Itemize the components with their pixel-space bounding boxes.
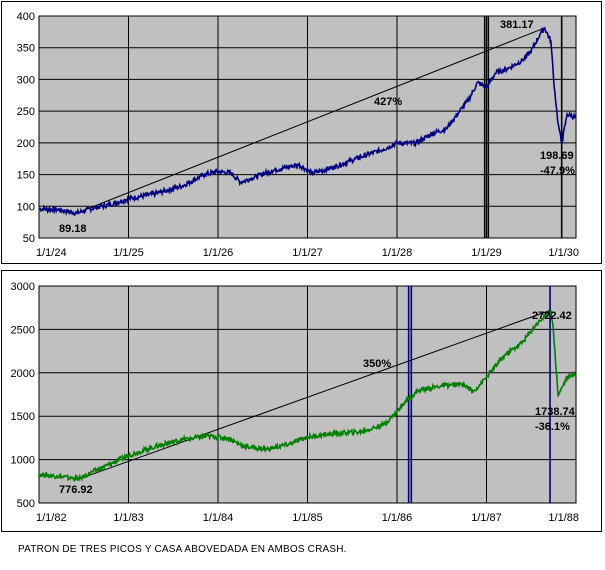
figure-caption: PATRON DE TRES PICOS Y CASA ABOVEDADA EN… bbox=[18, 544, 347, 555]
annotation-low-1929: 89.18 bbox=[59, 223, 87, 235]
y-tick-label: 50 bbox=[23, 233, 35, 245]
y-tick-label: 250 bbox=[17, 106, 35, 118]
annotation-peak-1987: 2722.42 bbox=[532, 310, 572, 322]
x-tick-label: 1/1/85 bbox=[292, 512, 323, 524]
x-tick-label: 1/1/25 bbox=[113, 247, 144, 259]
x-tick-label: 1/1/29 bbox=[471, 247, 502, 259]
trend-line bbox=[76, 27, 545, 214]
annotation-crash-low-1987: 1738.74 bbox=[535, 406, 576, 418]
x-tick-label: 1/1/88 bbox=[548, 512, 579, 524]
y-tick-label: 2500 bbox=[11, 324, 35, 336]
x-tick-label: 1/1/30 bbox=[548, 247, 579, 259]
series-line bbox=[38, 26, 577, 217]
y-tick-label: 500 bbox=[17, 498, 35, 510]
annotation-crash-low-1929: 198.69 bbox=[540, 150, 574, 162]
chart-1987-svg: 500 1000 1500 2000 2500 3000 1/1/82 1/1/83 1/1/8… bbox=[11, 281, 579, 524]
annotation-crash-pct-1929: -47.9% bbox=[540, 165, 575, 177]
chart-panel-1987: 500 1000 1500 2000 2500 3000 1/1/82 1/1/83 1/1/8… bbox=[1, 270, 602, 532]
x-tick-label: 1/1/24 bbox=[36, 247, 67, 259]
x-tick-label: 1/1/27 bbox=[292, 247, 323, 259]
annotation-low-1987: 776.92 bbox=[59, 484, 93, 496]
y-tick-label: 300 bbox=[17, 74, 35, 86]
x-tick-label: 1/1/83 bbox=[113, 512, 144, 524]
y-tick-label: 350 bbox=[17, 43, 35, 55]
annotation-trend-pct-1929: 427% bbox=[374, 96, 402, 108]
y-tick-label: 2000 bbox=[11, 368, 35, 380]
y-tick-label: 100 bbox=[17, 201, 35, 213]
y-tick-label: 1000 bbox=[11, 455, 35, 467]
annotation-crash-pct-1987: -36.1% bbox=[535, 421, 570, 433]
y-tick-label: 150 bbox=[17, 170, 35, 182]
annotation-trend-pct-1987: 350% bbox=[363, 358, 391, 370]
y-tick-label: 200 bbox=[17, 138, 35, 150]
x-tick-label: 1/1/28 bbox=[382, 247, 413, 259]
series-line bbox=[38, 309, 577, 483]
x-tick-label: 1/1/82 bbox=[36, 512, 67, 524]
x-tick-label: 1/1/87 bbox=[471, 512, 502, 524]
y-tick-label: 1500 bbox=[11, 411, 35, 423]
trend-line bbox=[79, 309, 552, 480]
y-tick-label: 3000 bbox=[11, 281, 35, 293]
annotation-peak-1929: 381.17 bbox=[500, 19, 534, 31]
chart-panel-1929: 50 100 150 200 250 300 350 400 1/1/24 1/1/25 1/1/2… bbox=[1, 1, 602, 264]
x-tick-label: 1/1/26 bbox=[203, 247, 234, 259]
chart-1929-svg: 50 100 150 200 250 300 350 400 1/1/24 1/1/25 1/1/2… bbox=[17, 11, 579, 259]
x-tick-label: 1/1/86 bbox=[382, 512, 413, 524]
y-tick-label: 400 bbox=[17, 11, 35, 23]
x-tick-label: 1/1/84 bbox=[203, 512, 234, 524]
